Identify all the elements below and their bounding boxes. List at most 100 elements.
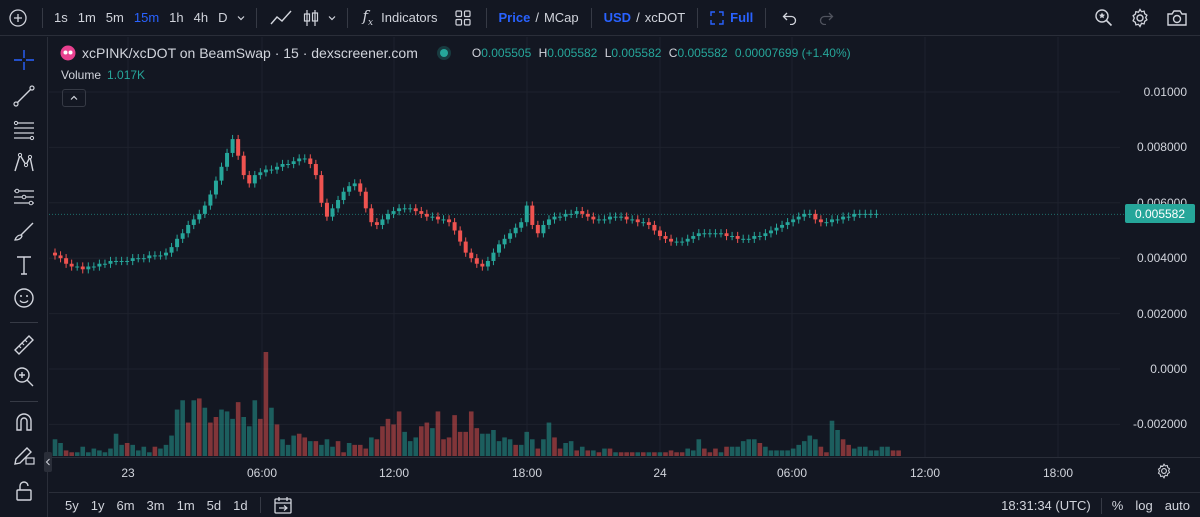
volume-bar	[746, 439, 752, 456]
emoji-tool[interactable]	[10, 284, 38, 312]
volume-bar	[169, 435, 174, 456]
undo-button[interactable]	[772, 0, 808, 36]
symbol-title[interactable]: xcPINK/xcDOT on BeamSwap · 15 · dexscree…	[82, 45, 418, 61]
range-1y[interactable]: 1y	[90, 497, 105, 513]
candle-body	[102, 263, 107, 265]
candle-body	[247, 175, 252, 184]
volume-bar	[352, 444, 357, 456]
usd-option[interactable]: USD	[603, 10, 632, 25]
crosshair-tool[interactable]	[10, 46, 38, 74]
interval-4h[interactable]: 4h	[193, 10, 209, 25]
goto-date-button[interactable]	[267, 496, 299, 514]
line-chart-type-button[interactable]	[263, 0, 299, 36]
volume-bar	[108, 448, 113, 456]
candle-body	[735, 236, 740, 239]
volume-bar	[185, 422, 191, 456]
candle-body	[680, 241, 685, 243]
layout-button[interactable]	[446, 0, 480, 36]
candle-body	[480, 263, 485, 267]
candles-icon	[304, 9, 319, 26]
candle-body	[807, 213, 812, 215]
toolbar-divider	[697, 7, 699, 28]
volume-bar	[335, 441, 341, 456]
candle-body	[874, 213, 879, 215]
lock-drawing-tool[interactable]	[10, 441, 38, 469]
interval-d[interactable]: D	[218, 10, 228, 25]
volume-bar	[546, 422, 552, 456]
auto-toggle[interactable]: auto	[1164, 498, 1190, 513]
range-5y[interactable]: 5y	[65, 497, 79, 513]
candle-body	[846, 216, 851, 218]
currency-toggle[interactable]: USD / xcDOT	[598, 0, 692, 36]
brush-tool[interactable]	[10, 217, 38, 245]
redo-button[interactable]	[808, 0, 844, 36]
price-mcap-toggle[interactable]: Price / MCap	[493, 0, 585, 36]
percent-toggle[interactable]: %	[1111, 498, 1124, 513]
candle-body	[58, 255, 63, 259]
interval-dropdown-button[interactable]	[232, 0, 250, 36]
range-6m[interactable]: 6m	[116, 497, 135, 513]
range-1d[interactable]: 1d	[233, 497, 248, 513]
xcdot-option[interactable]: xcDOT	[644, 10, 686, 25]
interval-1h[interactable]: 1h	[169, 10, 184, 25]
axis-settings-button[interactable]	[1156, 463, 1172, 482]
text-tool[interactable]	[10, 251, 38, 279]
volume-bar	[86, 452, 91, 456]
candle-body	[752, 236, 757, 239]
time-tick-label: 23	[121, 466, 135, 480]
volume-bar	[596, 452, 602, 456]
measure-tool[interactable]	[10, 331, 38, 359]
settings-button[interactable]	[1122, 0, 1158, 36]
chart-type-dropdown-button[interactable]	[323, 0, 341, 36]
volume-bar	[380, 426, 385, 456]
projection-tool[interactable]	[10, 183, 38, 211]
volume-bar	[135, 450, 141, 456]
volume-bar	[197, 398, 202, 456]
quick-search-button[interactable]	[1086, 0, 1122, 36]
candle-chart-type-button[interactable]	[299, 0, 323, 36]
fib-retracement-tool[interactable]	[10, 116, 38, 144]
price-option[interactable]: Price	[498, 10, 531, 25]
utc-clock[interactable]: 18:31:34 (UTC)	[1001, 498, 1091, 513]
range-3m[interactable]: 3m	[146, 497, 165, 513]
volume-bar	[147, 452, 152, 456]
lock-all-tool[interactable]	[10, 477, 38, 505]
full-button[interactable]: Full	[704, 0, 759, 36]
volume-bar	[363, 448, 369, 456]
interval-15m[interactable]: 15m	[133, 10, 160, 25]
candle-body	[419, 211, 424, 214]
time-tick-label: 12:00	[909, 466, 941, 480]
indicators-button[interactable]: fx Indicators	[354, 0, 445, 36]
add-symbol-button[interactable]	[0, 0, 36, 36]
zoom-in-tool[interactable]	[10, 363, 38, 391]
volume-bar	[657, 452, 663, 456]
volume-bar	[252, 400, 258, 456]
interval-1m[interactable]: 1m	[77, 10, 96, 25]
price-tick-label: 0.008000	[1136, 140, 1187, 155]
log-toggle[interactable]: log	[1135, 498, 1153, 513]
collapse-legend-button[interactable]	[62, 89, 86, 107]
candle-body	[158, 255, 163, 257]
volume-bar	[524, 431, 530, 456]
range-5d[interactable]: 5d	[206, 497, 222, 513]
volume-bar	[241, 417, 246, 456]
mcap-option[interactable]: MCap	[543, 10, 579, 25]
pattern-tool[interactable]	[10, 149, 38, 177]
toolbar-divider	[42, 7, 43, 28]
collapse-toolbar-button[interactable]	[44, 452, 52, 472]
time-axis[interactable]: 23 06:00 12:00 18:00 24 06:00 12:00 18:00	[49, 457, 1200, 485]
candle-body	[502, 238, 507, 245]
volume-bar	[152, 446, 158, 456]
volume-bar	[91, 448, 97, 456]
magnet-tool[interactable]	[10, 408, 38, 436]
range-1m[interactable]: 1m	[176, 497, 195, 513]
volume-bar	[557, 448, 563, 456]
trend-line-tool[interactable]	[10, 82, 38, 110]
snapshot-button[interactable]	[1158, 0, 1200, 36]
volume-bar	[690, 450, 696, 456]
volume-bar	[263, 352, 269, 456]
interval-5m[interactable]: 5m	[105, 10, 124, 25]
interval-1s[interactable]: 1s	[54, 10, 68, 25]
price-tick-label: 0.002000	[1136, 306, 1187, 321]
